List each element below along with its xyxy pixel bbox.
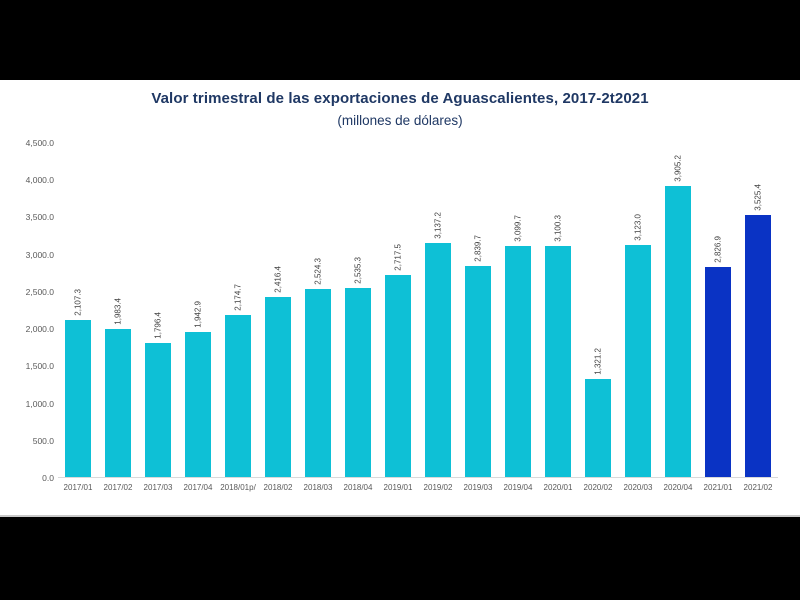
bar-value-label: 3,099.7	[513, 215, 523, 242]
bar-value-label: 1,983.4	[113, 298, 123, 325]
x-axis-tick-label: 2017/04	[183, 483, 213, 492]
plot-area: 2,107.3 2017/01 1,983.4 2017/02 1,796.4 2017/…	[58, 143, 778, 492]
bar-value-label: 2,174.7	[233, 284, 243, 311]
bar-group: 2,839.7 2019/03	[458, 143, 498, 492]
y-axis: 0.0 500.0 1,000.0 1,500.0 2,000.0 2,500.0 3,00…	[0, 138, 54, 483]
chart-title: Valor trimestral de las exportaciones de…	[151, 90, 649, 107]
bar-group: 3,123.0 2020/03	[618, 143, 658, 492]
x-axis-tick-label: 2018/02	[263, 483, 293, 492]
bar-value-label: 3,123.0	[633, 214, 643, 241]
bar	[465, 266, 491, 477]
bar-highlighted	[745, 215, 771, 477]
bar-group: 2,107.3 2017/01	[58, 143, 98, 492]
bar-highlighted	[705, 267, 731, 477]
bar-group: 3,099.7 2019/04	[498, 143, 538, 492]
y-axis-tick-label: 0.0	[42, 473, 54, 483]
x-axis-tick-label: 2019/02	[423, 483, 453, 492]
x-axis-tick-label: 2018/03	[303, 483, 333, 492]
bar-value-label: 3,100.3	[553, 215, 563, 242]
bar	[345, 288, 371, 477]
x-axis-tick-label: 2020/02	[583, 483, 613, 492]
y-axis-tick-label: 500.0	[32, 435, 54, 446]
bar-group: 3,100.3 2020/01	[538, 143, 578, 492]
bar-group: 2,826.9 2021/01	[698, 143, 738, 492]
bar-value-label: 2,524.3	[313, 258, 323, 285]
bar-group: 2,535.3 2018/04	[338, 143, 378, 492]
y-axis-tick-label: 2,500.0	[25, 286, 54, 297]
y-axis-tick-label: 4,000.0	[25, 175, 54, 186]
y-axis-tick-label: 1,000.0	[25, 398, 54, 409]
bar-value-label: 1,796.4	[153, 312, 163, 339]
bar-group: 2,174.7 2018/01p/	[218, 143, 258, 492]
bar-value-label: 1,321.2	[593, 348, 603, 375]
bar	[305, 289, 331, 477]
x-axis-tick-label: 2021/01	[703, 483, 733, 492]
bar-group: 2,416.4 2018/02	[258, 143, 298, 492]
y-axis-tick-label: 3,000.0	[25, 249, 54, 260]
bar-group: 1,796.4 2017/03	[138, 143, 178, 492]
bar-group: 1,321.2 2020/02	[578, 143, 618, 492]
bar	[385, 275, 411, 477]
bar-value-label: 3,137.2	[433, 212, 443, 239]
bar-group: 2,524.3 2018/03	[298, 143, 338, 492]
x-axis-tick-label: 2020/03	[623, 483, 653, 492]
bar	[665, 186, 691, 477]
y-axis-tick-label: 4,500.0	[25, 138, 54, 148]
y-axis-tick-label: 3,500.0	[25, 212, 54, 223]
y-axis-tick-label: 2,000.0	[25, 324, 54, 335]
bar	[425, 243, 451, 477]
bar-group: 1,983.4 2017/02	[98, 143, 138, 492]
bar	[65, 320, 91, 477]
x-axis-tick-label: 2018/04	[343, 483, 373, 492]
bar	[505, 246, 531, 477]
bar-value-label: 3,525.4	[753, 184, 763, 211]
x-axis-tick-label: 2017/03	[143, 483, 173, 492]
bar-value-label: 2,839.7	[473, 235, 483, 262]
chart-subtitle: (millones de dólares)	[337, 113, 463, 128]
bar-value-label: 2,717.5	[393, 244, 403, 271]
x-axis-tick-label: 2021/02	[743, 483, 773, 492]
x-axis-tick-label: 2019/04	[503, 483, 533, 492]
x-axis-tick-label: 2020/01	[543, 483, 573, 492]
bar	[145, 343, 171, 477]
bar-group: 1,942.9 2017/04	[178, 143, 218, 492]
bar-value-label: 2,826.9	[713, 236, 723, 263]
bar-group: 3,525.4 2021/02	[738, 143, 778, 492]
x-axis-tick-label: 2019/01	[383, 483, 413, 492]
bar	[185, 332, 211, 477]
x-axis-tick-label: 2017/01	[63, 483, 93, 492]
bar-value-label: 2,416.4	[273, 266, 283, 293]
bar	[545, 246, 571, 477]
bar	[225, 315, 251, 477]
x-axis-tick-label: 2017/02	[103, 483, 133, 492]
x-axis-tick-label: 2018/01p/	[220, 483, 256, 492]
bar-value-label: 2,535.3	[353, 257, 363, 284]
x-axis-tick-label: 2019/03	[463, 483, 493, 492]
bar-group: 3,137.2 2019/02	[418, 143, 458, 492]
x-axis-tick-label: 2020/04	[663, 483, 693, 492]
bar-value-label: 3,905.2	[673, 155, 683, 182]
slide-content: Valor trimestral de las exportaciones de…	[0, 80, 800, 517]
bar-group: 3,905.2 2020/04	[658, 143, 698, 492]
bar	[265, 297, 291, 477]
bar-group: 2,717.5 2019/01	[378, 143, 418, 492]
bar	[105, 329, 131, 477]
bar-value-label: 2,107.3	[73, 289, 83, 316]
bar-value-label: 1,942.9	[193, 301, 203, 328]
y-axis-tick-label: 1,500.0	[25, 361, 54, 372]
bar	[625, 245, 651, 477]
bar	[585, 379, 611, 477]
